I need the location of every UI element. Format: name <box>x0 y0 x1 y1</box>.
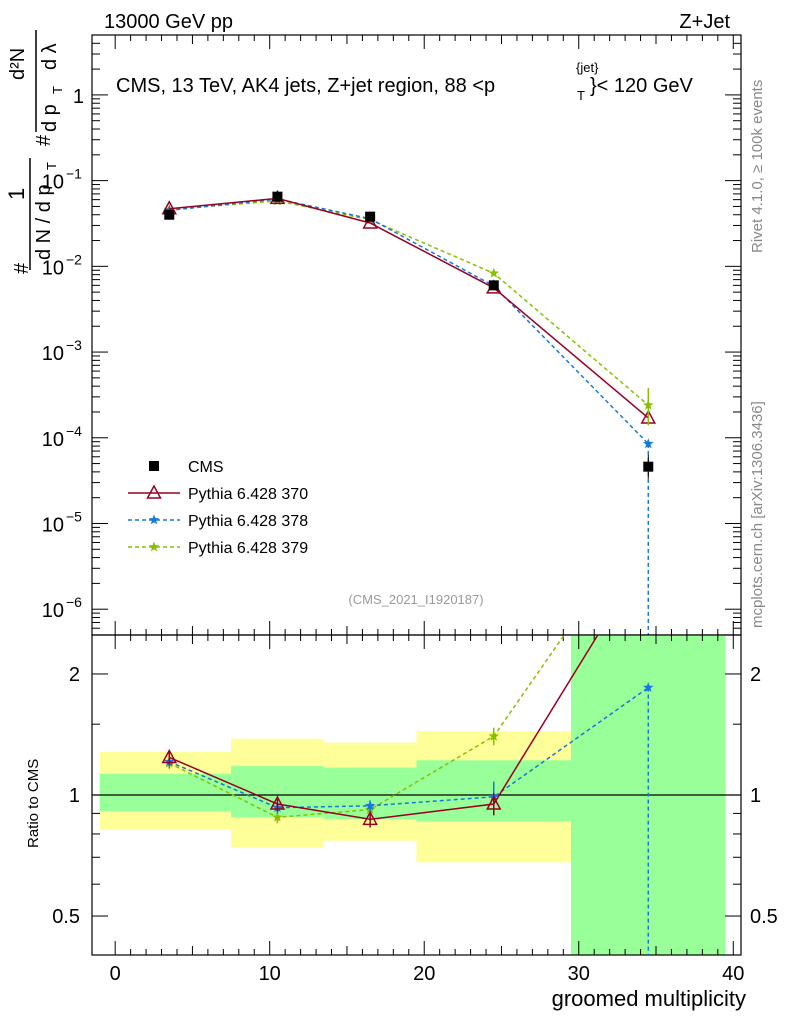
plot-title-main: CMS, 13 TeV, AK4 jets, Z+jet region, 88 … <box>116 75 495 97</box>
triangle-marker <box>146 484 162 499</box>
plot-title-sup: {jet} <box>576 60 599 75</box>
main-y-tick-label: 10 <box>42 429 64 451</box>
triangle-marker <box>269 795 286 810</box>
x-tick-label: 0 <box>110 963 121 985</box>
star-marker <box>148 514 160 525</box>
process-label: Z+Jet <box>679 11 730 33</box>
legend-label: Pythia 6.428 370 <box>188 486 308 503</box>
main-y-tick-label: 10 <box>42 343 64 365</box>
analysis-id: (CMS_2021_I1920187) <box>348 592 483 607</box>
ylabel-dn: d N / d p <box>33 184 55 260</box>
plot-title-sub: T <box>577 88 585 103</box>
cms-data-point <box>488 280 499 291</box>
ylabel-dn-sub: T <box>44 162 59 170</box>
main-y-tick-label: 10 <box>42 600 64 622</box>
legend: CMS Pythia 6.428 370 Pythia 6.428 378 Pythi… <box>128 459 308 557</box>
band-green <box>99 773 232 812</box>
ylabel-hash-2: # <box>33 134 55 146</box>
ratio-y-tick-label-right: 2 <box>750 664 761 686</box>
ratio-y-tick-label-right: 1 <box>750 785 761 807</box>
triangle-marker <box>486 795 502 810</box>
star-marker <box>364 800 376 811</box>
legend-label: Pythia 6.428 379 <box>188 540 308 557</box>
x-tick-label: 20 <box>413 963 435 985</box>
ratio-series <box>161 635 599 828</box>
star-marker <box>488 730 499 741</box>
main-y-tick-exponent: −5 <box>66 508 82 524</box>
main-y-axis-label: 1 # d N / d p T # d²N d p T d λ <box>4 30 65 274</box>
ylabel-dp: d p <box>39 104 61 132</box>
star-marker <box>488 267 499 278</box>
cms-data-point <box>272 191 283 202</box>
cms-data-point <box>365 211 376 222</box>
legend-label: Pythia 6.428 378 <box>188 513 308 530</box>
ylabel-one: 1 <box>4 188 29 200</box>
main-plot: 10 −610 −510 −410 −310 −210 −11 <box>42 34 742 636</box>
star-marker <box>643 438 654 449</box>
ratio-series-layer <box>161 635 654 955</box>
plot-title: CMS, 13 TeV, AK4 jets, Z+jet region, 88 … <box>116 60 694 103</box>
star-marker <box>643 682 654 692</box>
triangle-marker <box>362 810 378 826</box>
rivet-version-label: Rivet 4.1.0, ≥ 100k events <box>749 80 766 253</box>
main-y-tick-label: 10 <box>42 172 64 194</box>
legend-cms-marker <box>149 461 159 471</box>
x-tick-label: 40 <box>722 963 744 985</box>
star-marker <box>272 811 283 822</box>
series-line <box>169 198 649 445</box>
ylabel-d2n: d²N <box>7 48 29 80</box>
mcplots-label: mcplots.cern.ch [arXiv:1306.3436] <box>749 401 766 628</box>
triangle-marker <box>362 214 378 229</box>
energy-label: 13000 GeV pp <box>104 11 233 33</box>
main-y-tick-label: 10 <box>42 257 64 279</box>
main-y-tick-exponent: −6 <box>66 594 82 610</box>
main-y-tick-exponent: −1 <box>66 166 82 182</box>
x-tick-label: 30 <box>568 963 590 985</box>
x-axis-label: groomed multiplicity <box>552 986 746 1011</box>
plot-title-end: }< 120 GeV <box>590 75 694 97</box>
series-line <box>169 200 649 406</box>
ylabel-hash-1: # <box>11 262 33 274</box>
main-y-tick-exponent: −3 <box>66 337 82 353</box>
cms-data-point <box>164 209 175 220</box>
x-tick-label: 10 <box>259 963 281 985</box>
series-pythia-6-428-378 <box>164 193 654 449</box>
ylabel-dp-sub: T <box>50 86 65 94</box>
ratio-y-tick-label: 0.5 <box>52 906 80 928</box>
star-marker <box>148 541 160 552</box>
ratio-y-tick-label: 1 <box>69 785 80 807</box>
ratio-y-axis-label: Ratio to CMS <box>25 759 42 848</box>
series-pythia-6-428-370 <box>161 189 657 424</box>
main-y-tick-label: 10 <box>42 514 64 536</box>
ratio-y-tick-label-right: 0.5 <box>750 906 778 928</box>
main-y-tick-exponent: −2 <box>66 251 82 267</box>
main-y-tick-exponent: −4 <box>66 423 82 439</box>
ylabel-dl: d λ <box>39 43 61 70</box>
main-series-layer <box>161 189 657 635</box>
ratio-y-tick-label: 2 <box>69 664 80 686</box>
series-pythia-6-428-379 <box>164 195 654 410</box>
main-y-tick-label: 1 <box>73 86 84 108</box>
legend-label: CMS <box>188 459 224 476</box>
triangle-marker <box>161 748 178 764</box>
ratio-plot: 0.5 0.51 12 20 10 20 30 40 <box>52 634 778 985</box>
series-line <box>169 197 649 419</box>
